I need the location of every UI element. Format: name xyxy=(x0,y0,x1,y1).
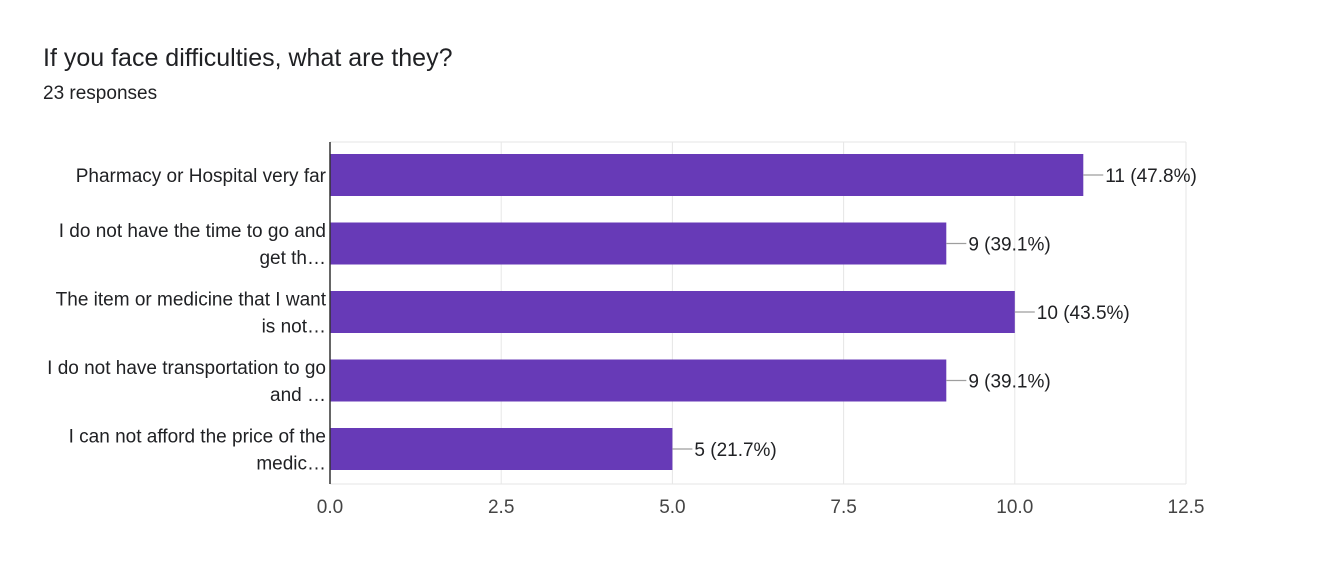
bar xyxy=(330,154,1084,196)
response-count: 23 responses xyxy=(43,83,158,104)
category-label: Pharmacy or Hospital very far xyxy=(76,166,327,187)
bar xyxy=(330,359,947,402)
x-tick-label: 5.0 xyxy=(659,497,685,518)
x-tick-label: 7.5 xyxy=(830,497,856,518)
bar xyxy=(330,291,1015,333)
x-tick-label: 12.5 xyxy=(1168,497,1205,518)
category-label: I do not have transportation to go xyxy=(47,358,326,379)
category-label: The item or medicine that I want xyxy=(56,290,327,311)
data-label: 9 (39.1%) xyxy=(968,235,1050,256)
category-label: I can not afford the price of the xyxy=(69,427,326,448)
category-label: medic… xyxy=(256,454,326,475)
data-label: 5 (21.7%) xyxy=(694,440,776,461)
bar xyxy=(330,428,673,470)
x-tick-label: 10.0 xyxy=(996,497,1033,518)
data-label: 9 (39.1%) xyxy=(968,372,1050,393)
x-tick-label: 2.5 xyxy=(488,497,514,518)
category-label: get th… xyxy=(259,248,326,269)
data-label: 10 (43.5%) xyxy=(1037,303,1130,324)
category-label: and … xyxy=(270,385,326,406)
data-label: 11 (47.8%) xyxy=(1105,166,1197,187)
x-tick-label: 0.0 xyxy=(317,497,343,518)
category-label: I do not have the time to go and xyxy=(59,221,326,242)
question-title: If you face difficulties, what are they? xyxy=(43,44,453,72)
category-label: is not… xyxy=(262,317,326,338)
bar xyxy=(330,222,947,265)
